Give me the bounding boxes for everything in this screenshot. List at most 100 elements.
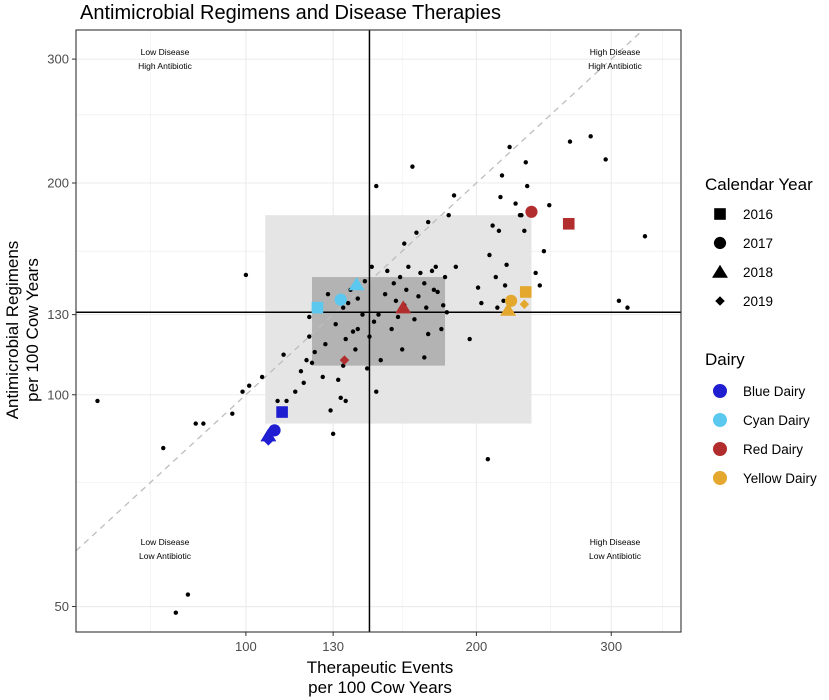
data-point: [293, 389, 298, 394]
data-point: [504, 262, 509, 268]
data-point: [603, 157, 608, 162]
data-point: [350, 329, 356, 334]
data-point: [533, 270, 538, 276]
legend-label-year-2017: 2017: [743, 236, 773, 251]
plot-area: Low Disease High Antibiotic High Disease Hi…: [75, 29, 682, 633]
data-point: [451, 193, 457, 198]
data-point: [416, 294, 421, 299]
data-point: [343, 398, 348, 404]
data-point: [330, 431, 336, 437]
data-point: [309, 360, 315, 366]
dairy-point-blue-dairy-2019: [263, 436, 274, 446]
data-point: [588, 134, 593, 139]
data-point: [240, 389, 245, 394]
quadrant-label-top-right: High Disease: [590, 47, 641, 57]
data-point: [442, 274, 448, 280]
data-point: [391, 281, 396, 286]
data-point: [453, 264, 459, 270]
dairy-point-cyan-dairy-2017: [334, 293, 347, 306]
data-point: [304, 357, 309, 363]
data-point: [487, 252, 492, 258]
dairy-point-yellow-dairy-2018: [500, 302, 517, 316]
plot-border: [75, 29, 682, 633]
data-point: [341, 305, 346, 310]
data-point: [369, 264, 374, 270]
legend-key-blue-dairy: [713, 384, 727, 398]
data-point: [343, 336, 348, 342]
data-point: [325, 291, 331, 297]
data-point: [496, 228, 502, 234]
y-tick-label: 130: [47, 307, 69, 322]
data-point: [444, 310, 450, 315]
legend: Calendar Year Dairy 2016 2017 2018 2019 Blue…: [705, 175, 817, 486]
data-point: [173, 610, 179, 615]
axis-ticks: 100 130 200 300 50 100 130 200 300: [47, 52, 622, 654]
data-point: [522, 228, 527, 234]
data-point: [498, 194, 503, 200]
diagonal-reference-line: [76, 30, 644, 552]
data-point: [193, 421, 198, 426]
quadrant-label-bottom-left: Low Antibiotic: [139, 551, 192, 561]
data-point: [501, 298, 506, 304]
data-point: [433, 264, 438, 270]
data-point: [362, 279, 368, 284]
legend-label-cyan-dairy: Cyan Dairy: [743, 413, 810, 428]
data-point: [399, 347, 405, 352]
x-tick-label: 130: [322, 639, 344, 654]
dairy-point-yellow-dairy-2016: [519, 286, 532, 298]
data-point: [410, 164, 415, 169]
dairy-point-cyan-dairy-2018: [348, 277, 365, 291]
data-point: [422, 281, 427, 286]
legend-key-2018: [712, 264, 728, 278]
legend-label-year-2018: 2018: [743, 265, 773, 280]
data-point: [374, 183, 379, 189]
data-point: [243, 272, 249, 278]
data-point: [246, 383, 252, 388]
data-point: [367, 334, 372, 339]
data-point: [485, 456, 491, 462]
data-point: [382, 291, 388, 297]
data-point: [320, 374, 325, 380]
data-point: [502, 283, 508, 288]
data-point: [374, 389, 379, 394]
data-point: [435, 289, 440, 295]
legend-label-red-dairy: Red Dairy: [743, 442, 803, 457]
data-point: [412, 317, 417, 322]
data-point: [281, 352, 286, 357]
data-point: [355, 326, 360, 332]
legend-key-cyan-dairy: [713, 413, 727, 427]
data-point: [422, 355, 427, 360]
legend-key-2019: [715, 296, 725, 306]
data-point: [404, 287, 409, 292]
data-point: [378, 357, 383, 363]
y-tick-label: 200: [47, 175, 69, 190]
y-tick-label: 300: [47, 52, 69, 67]
x-tick-label: 200: [466, 639, 488, 654]
data-point: [307, 334, 312, 339]
dairy-point-red-dairy-2016: [562, 217, 575, 230]
data-point: [424, 305, 429, 310]
x-tick-label: 100: [235, 639, 257, 654]
shaded-region-inner-range: [312, 277, 446, 366]
data-point: [519, 212, 524, 218]
data-point: [201, 421, 206, 426]
dairy-point-red-dairy-2017: [525, 205, 538, 218]
data-point: [355, 296, 360, 301]
dairy-point-cyan-dairy-2016: [311, 301, 324, 314]
data-point: [642, 234, 648, 239]
legend-key-2016: [714, 208, 726, 220]
data-point: [495, 305, 500, 310]
data-point: [513, 201, 518, 206]
data-point: [425, 331, 431, 337]
data-point: [567, 139, 573, 144]
data-point: [284, 398, 289, 404]
data-point: [414, 230, 419, 235]
data-point: [161, 445, 166, 451]
data-point: [376, 312, 381, 317]
data-point: [323, 341, 328, 347]
data-point: [389, 326, 394, 332]
data-point: [301, 380, 306, 385]
data-point: [537, 283, 543, 288]
legend-title-dairy: Dairy: [705, 350, 745, 369]
